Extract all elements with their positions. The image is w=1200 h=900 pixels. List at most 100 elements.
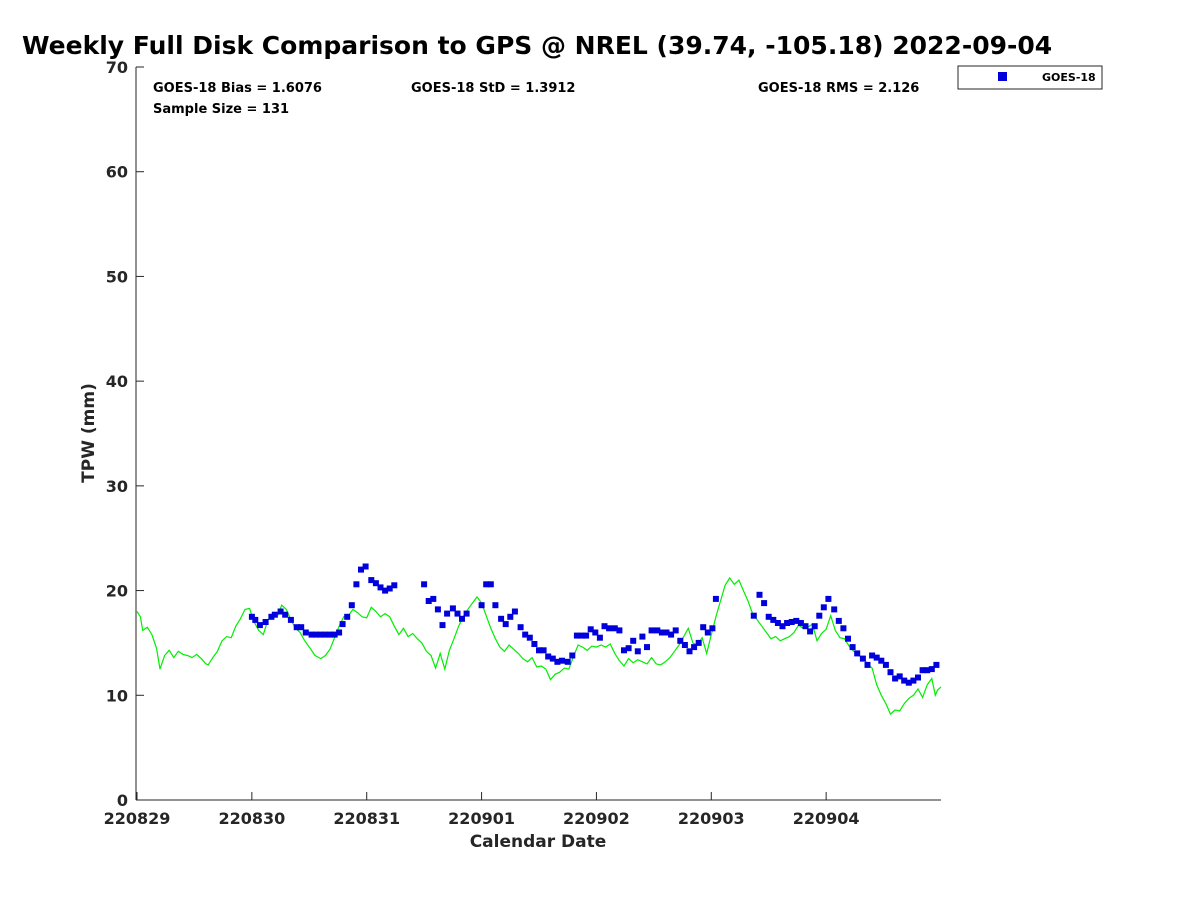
sample-size-stat: Sample Size = 131 — [153, 102, 289, 117]
goes18-point — [835, 617, 842, 624]
x-tick-label: 220901 — [448, 809, 515, 828]
x-tick-label: 220902 — [563, 809, 630, 828]
goes18-point — [797, 620, 804, 626]
goes18-point — [444, 610, 451, 617]
goes18-point — [377, 584, 384, 591]
goes18-point — [816, 612, 823, 619]
goes18-point — [691, 644, 698, 651]
goes18-point — [901, 677, 908, 684]
goes18-point — [630, 637, 637, 644]
goes18-point — [302, 629, 309, 636]
goes18-point — [709, 625, 716, 632]
goes18-point — [526, 634, 533, 641]
goes18-point — [919, 667, 926, 674]
x-axis-ticks: 220829 220830 220831 220901 220902 220903 2209… — [104, 792, 860, 828]
goes18-point — [695, 639, 702, 646]
goes18-point — [774, 620, 781, 626]
goes18-point — [864, 661, 871, 668]
goes18-point — [353, 581, 360, 588]
goes18-point — [313, 631, 320, 638]
goes18-point — [869, 652, 876, 659]
goes18-point — [686, 648, 693, 655]
goes18-point — [382, 587, 389, 594]
goes18-point — [910, 677, 917, 684]
goes18-point — [317, 631, 324, 638]
goes18-point — [483, 581, 490, 588]
goes18-point — [840, 625, 847, 632]
goes18-point — [391, 582, 398, 589]
goes18-point — [928, 666, 935, 673]
goes18-point — [322, 631, 329, 638]
y-tick-label: 0 — [117, 791, 128, 810]
chart-title: Weekly Full Disk Comparison to GPS @ NRE… — [22, 31, 1052, 60]
goes18-point — [915, 674, 921, 681]
goes18-point — [770, 616, 777, 623]
goes18-point — [788, 619, 795, 625]
goes18-point — [252, 616, 259, 623]
goes18-point — [756, 591, 763, 598]
goes18-point — [331, 631, 338, 638]
goes18-point — [459, 615, 465, 622]
goes18-point — [606, 625, 613, 632]
goes18-point — [564, 658, 571, 665]
x-tick-label: 220831 — [333, 809, 400, 828]
goes18-point — [434, 606, 441, 613]
goes18-point — [277, 608, 284, 615]
goes18-point — [498, 615, 505, 622]
goes18-point — [621, 647, 627, 654]
legend-box — [957, 65, 1103, 90]
goes18-point — [348, 602, 355, 609]
goes18-point — [644, 644, 650, 651]
goes18-point — [845, 635, 851, 642]
y-axis-label: TPW (mm) — [79, 383, 99, 483]
goes18-point — [554, 658, 561, 665]
y-tick-label: 70 — [106, 58, 128, 77]
goes18-point — [700, 624, 707, 631]
legend: GOES-18 — [957, 65, 1103, 90]
goes18-point — [287, 616, 294, 623]
goes18-point — [811, 623, 818, 630]
goes18-point — [487, 581, 494, 588]
goes18-point — [386, 585, 393, 592]
rms-stat: GOES-18 RMS = 2.126 — [758, 81, 919, 96]
goes18-point — [873, 654, 880, 661]
goes18-point — [765, 613, 772, 620]
goes18-point — [368, 577, 375, 584]
goes18-point — [298, 624, 305, 631]
goes18-point — [924, 667, 931, 674]
goes18-point — [573, 632, 580, 639]
goes18-point — [712, 595, 719, 602]
x-tick-label: 220904 — [793, 809, 860, 828]
goes18-point — [507, 613, 514, 620]
goes18-point — [282, 611, 289, 618]
goes18-point — [271, 611, 278, 618]
goes18-point — [511, 608, 518, 615]
goes18-point — [358, 566, 364, 573]
goes18-point — [831, 606, 838, 613]
y-tick-label: 60 — [106, 163, 128, 182]
goes18-point — [262, 619, 269, 625]
goes18-point — [654, 627, 661, 634]
goes18-point — [425, 598, 432, 604]
goes18-point — [517, 624, 524, 631]
goes18-point — [596, 634, 603, 641]
goes18-point — [248, 613, 255, 620]
goes18-point — [779, 623, 786, 630]
goes18-point — [344, 613, 351, 620]
y-tick-label: 20 — [106, 582, 128, 601]
goes18-point — [336, 629, 343, 636]
goes18-point — [372, 580, 379, 587]
goes18-point — [672, 627, 679, 634]
goes18-point — [454, 610, 461, 617]
goes18-point — [793, 617, 800, 624]
goes18-point — [536, 647, 542, 654]
y-tick-label: 40 — [106, 372, 128, 391]
goes18-point — [587, 626, 594, 633]
goes18-point — [882, 661, 889, 668]
goes18-point — [522, 631, 529, 638]
goes18-point — [268, 613, 275, 620]
goes18-point — [849, 644, 856, 651]
goes18-point — [439, 622, 446, 629]
x-axis-label: Calendar Date — [470, 832, 607, 852]
goes18-point — [592, 629, 599, 636]
